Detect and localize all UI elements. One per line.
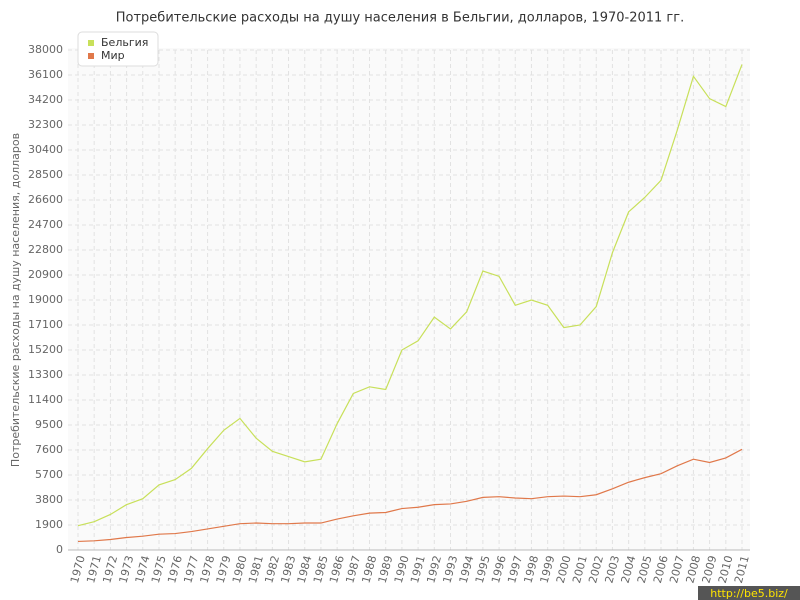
y-tick-label: 22800: [28, 243, 63, 256]
legend-swatch: [88, 40, 94, 46]
series-line: [77, 64, 743, 527]
y-tick-label: 15200: [28, 343, 63, 356]
legend: [77, 31, 159, 67]
y-tick-label: 1900: [35, 518, 63, 531]
legend-label: Бельгия: [101, 36, 148, 49]
lines: [77, 64, 743, 543]
y-tick-label: 9500: [35, 418, 63, 431]
chart-title: Потребительские расходы на душу населени…: [116, 11, 684, 26]
legend-label: Мир: [101, 49, 125, 62]
y-tick-label: 34200: [28, 93, 63, 106]
y-tick-label: 19000: [28, 293, 63, 306]
y-tick-label: 28500: [28, 168, 63, 181]
y-tick-label: 17100: [28, 318, 63, 331]
y-tick-label: 20900: [28, 268, 63, 281]
y-tick-label: 38000: [28, 43, 63, 56]
y-tick-label: 36100: [28, 68, 63, 81]
y-tick-label: 13300: [28, 368, 63, 381]
plot-area: [68, 48, 750, 550]
watermark: http://be5.biz/: [710, 587, 788, 600]
legend-swatch: [88, 53, 94, 59]
y-tick-label: 32300: [28, 118, 63, 131]
y-tick-label: 7600: [35, 443, 63, 456]
grid: [68, 49, 750, 551]
y-tick-label: 5700: [35, 468, 63, 481]
watermark-bg: [698, 586, 800, 600]
y-tick-label: 0: [56, 543, 63, 556]
y-tick-label: 24700: [28, 218, 63, 231]
y-tick-label: 11400: [28, 393, 63, 406]
y-tick-label: 3800: [35, 493, 63, 506]
y-tick-label: 26600: [28, 193, 63, 206]
y-axis-label: Потребительские расходы на душу населени…: [9, 133, 22, 467]
y-tick-label: 30400: [28, 143, 63, 156]
series-line: [77, 448, 743, 543]
